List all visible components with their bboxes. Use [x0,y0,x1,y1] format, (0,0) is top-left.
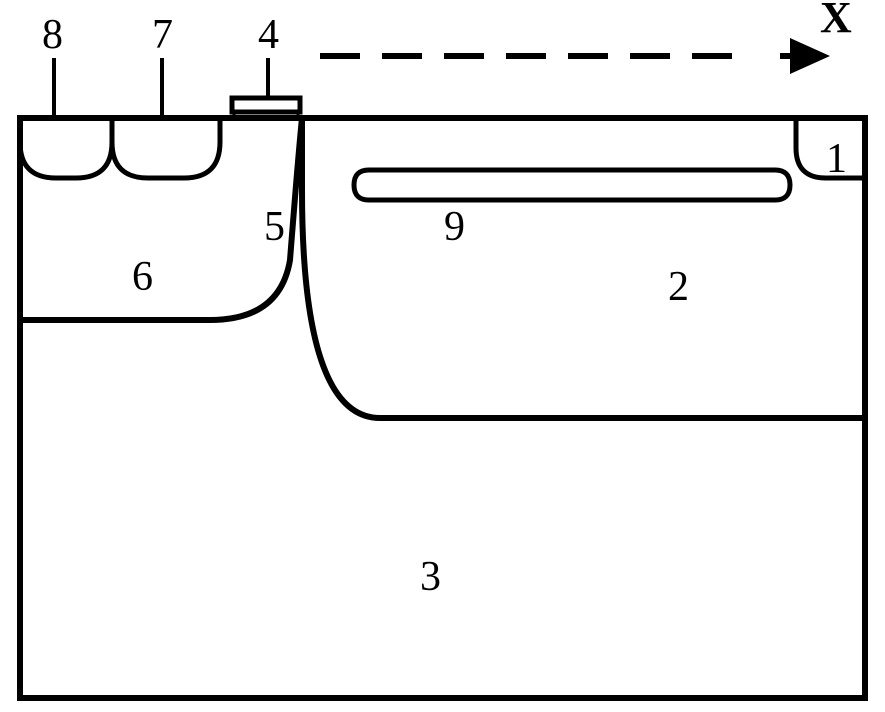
buried-layer-9-outline [354,170,790,200]
diffusion-region-8-outline [20,118,112,178]
region-label-1: 1 [826,136,847,182]
region-label-4: 4 [258,12,279,58]
x-axis-label: X [820,0,852,42]
substrate-3-outline [20,118,865,698]
gate-electrode-4 [232,98,300,112]
region-label-6: 6 [132,254,153,300]
region-label-7: 7 [152,12,173,58]
region-label-9: 9 [444,204,465,250]
cross-section-diagram: X 1 2 3 4 5 6 7 8 9 [0,0,885,712]
region-label-2: 2 [668,264,689,310]
drift-region-2-outline [302,118,865,418]
region-label-5: 5 [264,204,285,250]
pbody-region-6-outline [20,118,302,320]
region-label-8: 8 [42,12,63,58]
region-label-3: 3 [420,554,441,600]
diffusion-region-7-outline [112,118,220,178]
x-axis-arrowhead [790,38,830,74]
